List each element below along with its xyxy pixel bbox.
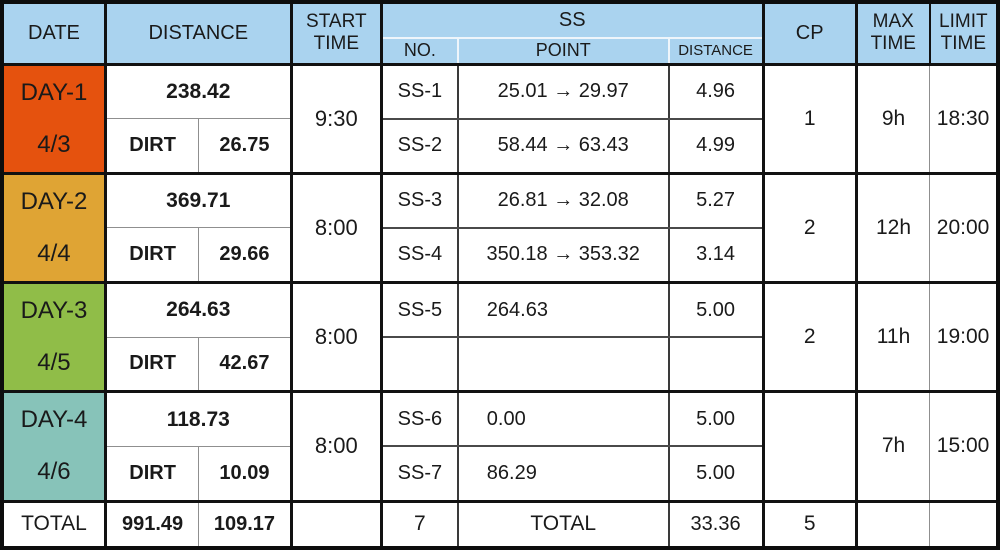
day-cell: DAY-2 4/4 — [2, 173, 107, 285]
ss-distance: 5.00 — [668, 391, 765, 448]
header-max-time: MAX TIME — [856, 2, 931, 66]
day-date: 4/4 — [37, 239, 71, 267]
limit-time: 20:00 — [929, 173, 998, 285]
total-ss-distance: 33.36 — [668, 501, 765, 548]
ss-no: SS-5 — [381, 282, 459, 339]
dirt-distance: 26.75 — [198, 118, 293, 175]
header-start-time: START TIME — [291, 2, 384, 66]
ss-no: SS-2 — [381, 118, 459, 175]
dirt-label: DIRT — [105, 446, 200, 503]
day-total-distance: 238.42 — [105, 64, 293, 120]
ss-distance: 4.99 — [668, 118, 765, 175]
ss-no: SS-1 — [381, 64, 459, 120]
ss-point: 26.81 → 32.08 — [457, 173, 670, 229]
limit-time: 15:00 — [929, 391, 998, 503]
ss-no: SS-6 — [381, 391, 459, 448]
day-label: DAY-3 — [20, 297, 88, 325]
day-date: 4/3 — [37, 130, 71, 158]
ss-distance: 5.27 — [668, 173, 765, 229]
ss-distance: 4.96 — [668, 64, 765, 120]
dirt-label: DIRT — [105, 337, 200, 394]
limit-time: 18:30 — [929, 64, 998, 175]
header-ss-distance: DISTANCE — [668, 38, 765, 66]
cp-count — [763, 391, 858, 503]
day-label: DAY-1 — [20, 78, 88, 106]
total-max-time — [856, 501, 931, 548]
start-time: 8:00 — [291, 282, 384, 394]
day-date: 4/6 — [37, 458, 71, 486]
header-date: DATE — [2, 2, 107, 66]
max-time: 12h — [856, 173, 931, 285]
day-cell: DAY-1 4/3 — [2, 64, 107, 175]
ss-point: 25.01 → 29.97 — [457, 64, 670, 120]
ss-distance: 5.00 — [668, 282, 765, 339]
cp-count: 1 — [763, 64, 858, 175]
day-label: DAY-4 — [20, 406, 88, 434]
total-start-time — [291, 501, 384, 548]
max-time: 11h — [856, 282, 931, 394]
total-distance: 991.49 — [105, 501, 200, 548]
dirt-distance: 42.67 — [198, 337, 293, 394]
total-ss-count: 7 — [381, 501, 459, 548]
ss-point: 0.00 — [457, 391, 670, 448]
total-dirt-distance: 109.17 — [198, 501, 293, 548]
header-ss: SS — [381, 2, 765, 39]
total-limit-time — [930, 501, 998, 548]
limit-time: 19:00 — [929, 282, 998, 394]
dirt-distance: 29.66 — [198, 227, 293, 284]
dirt-label: DIRT — [105, 227, 200, 284]
cp-count: 2 — [763, 173, 858, 285]
start-time: 8:00 — [291, 173, 384, 285]
ss-point: 350.18 → 353.32 — [457, 227, 670, 284]
ss-point: 86.29 — [457, 446, 670, 503]
total-label: TOTAL — [2, 501, 107, 548]
ss-distance — [668, 337, 765, 394]
header-cp: CP — [763, 2, 858, 66]
dirt-label: DIRT — [105, 118, 200, 175]
day-total-distance: 264.63 — [105, 282, 293, 338]
ss-point: 264.63 — [457, 282, 670, 339]
total-cp: 5 — [763, 501, 858, 548]
start-time: 9:30 — [291, 64, 384, 175]
day-total-distance: 369.71 — [105, 173, 293, 229]
header-limit-time: LIMIT TIME — [929, 2, 998, 66]
day-cell: DAY-4 4/6 — [2, 391, 107, 503]
max-time: 7h — [856, 391, 931, 503]
header-distance: DISTANCE — [105, 2, 293, 66]
cp-count: 2 — [763, 282, 858, 394]
day-date: 4/5 — [37, 349, 71, 377]
header-ss-no: NO. — [381, 38, 459, 66]
header-ss-point: POINT — [457, 38, 670, 66]
ss-no — [381, 337, 459, 394]
day-label: DAY-2 — [20, 187, 88, 215]
start-time: 8:00 — [291, 391, 384, 503]
ss-no: SS-7 — [381, 446, 459, 503]
ss-distance: 3.14 — [668, 227, 765, 284]
ss-point: 58.44 → 63.43 — [457, 118, 670, 175]
day-cell: DAY-3 4/5 — [2, 282, 107, 394]
max-time: 9h — [856, 64, 931, 175]
ss-point — [457, 337, 670, 394]
ss-no: SS-4 — [381, 227, 459, 284]
total-point-label: TOTAL — [457, 501, 670, 548]
day-total-distance: 118.73 — [105, 391, 293, 447]
dirt-distance: 10.09 — [198, 446, 293, 503]
ss-distance: 5.00 — [668, 446, 765, 503]
ss-no: SS-3 — [381, 173, 459, 229]
